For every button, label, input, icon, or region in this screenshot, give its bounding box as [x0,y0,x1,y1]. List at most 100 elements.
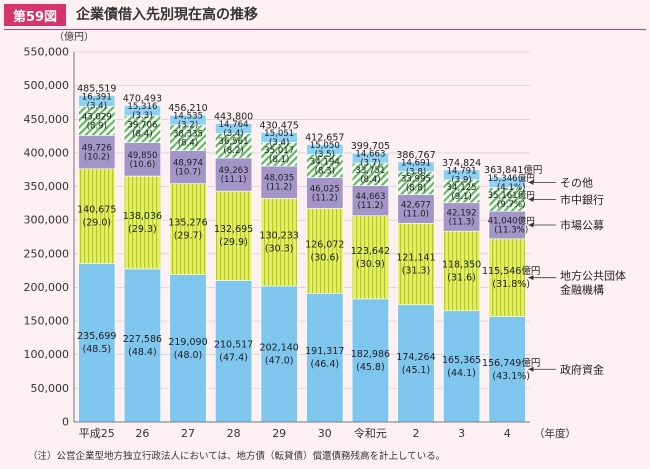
segment-percent-label: (8.9) [87,121,107,131]
y-tick-label: 200,000 [24,281,70,294]
y-tick-label: 0 [62,416,69,429]
y-tick-label: 550,000 [24,46,70,59]
x-tick-label: 26 [135,427,149,440]
segment-value-label: 14,663 [355,150,385,160]
segment-value-label: 15,050 [310,141,340,151]
segment-percent-label: (3.4) [223,129,243,139]
bar-segment-jfm [306,208,344,294]
bar-segment-bank [78,106,116,136]
segment-value-label: 14,764 [219,120,249,130]
segment-percent-label: (11.2) [312,194,338,204]
bar-segment-other [123,105,161,117]
bar-segment-bank [215,133,253,159]
segment-value-label: 36,561 [219,137,249,147]
segment-percent-label: (8.3) [315,167,335,177]
bar-segment-government [260,285,298,423]
bar-segment-jfm [78,168,116,264]
bar-segment-jfm [215,190,253,281]
legend-label: 市場公募 [560,218,604,232]
segment-percent-label: (11.0) [403,209,429,219]
segment-value-label: 191,317 [305,346,344,357]
bar-segment-government [169,274,207,423]
segment-percent-label: (10.2) [84,153,110,163]
bar-segment-market [123,142,161,177]
segment-value-label: 15,051 [264,129,294,139]
segment-percent-label: (9.7%) [497,200,526,210]
segment-value-label: 43,029 [82,112,112,122]
segment-percent-label: (8.8) [406,184,426,194]
bar-segment-other [215,123,253,134]
segment-percent-label: (48.0) [174,350,203,361]
bar-segment-jfm [351,215,389,300]
bar-segment-government [78,263,116,423]
segment-value-label: 14,535 [173,111,203,121]
segment-value-label: 16,391 [82,92,112,102]
segment-value-label: 14,691 [401,158,431,168]
x-axis-title: （年度） [534,427,576,440]
segment-value-label: 138,036 [123,211,162,222]
segment-value-label: 33,751 [355,166,385,176]
segment-percent-label: (8.4) [132,130,152,140]
x-tick-label: 4 [504,427,511,440]
bar-segment-jfm [488,238,526,317]
legend-label: 地方公共団体 [560,269,626,283]
segment-value-label: 235,699 [77,331,116,342]
segment-value-label: 130,233 [260,231,299,242]
segment-value-label: 49,263 [219,166,249,176]
y-tick-label: 350,000 [24,180,70,193]
bar-total-label: 443,800 [214,111,253,122]
segment-percent-label: (11.2) [357,201,383,211]
segment-value-label: 42,677 [401,200,431,210]
segment-value-label: 38,335 [173,129,203,139]
segment-value-label: 118,350 [442,259,481,270]
footnote: （注）公営企業型地方独立行政法人においては、地方債（転貸債）償還債務残高を計上し… [28,451,446,462]
segment-percent-label: (9.1) [451,192,471,202]
bar-segment-government [397,304,435,423]
legend-arrow-head [528,275,534,281]
bar-segment-jfm [260,198,298,287]
bar-segment-bank [123,115,161,143]
segment-percent-label: (11.1) [221,175,247,185]
segment-value-label: 15,346億円 [488,172,535,184]
segment-percent-label: (3.2) [178,120,198,130]
segment-percent-label: (31.8%) [492,279,530,290]
segment-value-label: 49,726 [82,144,112,154]
segment-value-label: 15,316 [127,102,157,112]
y-tick-label: 500,000 [24,79,70,92]
segment-percent-label: (10.6) [129,160,155,170]
segment-percent-label: (29.7) [174,231,203,242]
bar-segment-market [397,194,435,224]
bar-total-label: 386,767 [396,150,435,161]
segment-percent-label: (10.7) [175,168,201,178]
bar-segment-other [78,95,116,107]
bar-segment-other [169,114,207,126]
segment-value-label: 219,090 [168,337,207,348]
segment-value-label: 140,675 [77,205,116,216]
figure-title: 企業債借入先別現在高の推移 [76,7,258,23]
segment-value-label: 210,517 [214,340,253,351]
segment-value-label: 49,850 [127,151,157,161]
y-tick-label: 300,000 [24,214,70,227]
segment-percent-label: (8.4) [178,138,198,148]
bar-total-label: 399,705 [351,141,390,152]
y-tick-label: 150,000 [24,315,70,328]
segment-value-label: 14,791 [447,166,477,176]
legend-arrow-head [528,366,534,372]
segment-percent-label: (48.5) [83,344,112,355]
x-tick-label: 2 [413,427,420,440]
bar-segment-government [306,292,344,423]
segment-percent-label: (8.4) [360,175,380,185]
bar-segment-market [351,185,389,217]
segment-value-label: 182,986 [351,349,390,360]
bar-segment-other [306,144,344,155]
legend-label: 市中銀行 [560,192,604,206]
segment-percent-label: (45.8) [356,362,385,373]
bar-segment-jfm [169,183,207,275]
segment-value-label: 123,642 [351,246,390,257]
segment-percent-label: (3.7) [360,159,380,169]
bar-total-label: 363,841億円 [484,164,542,176]
segment-value-label: 174,264 [396,352,435,363]
segment-value-label: 39,706 [127,121,157,131]
x-tick-label: 3 [458,427,465,440]
